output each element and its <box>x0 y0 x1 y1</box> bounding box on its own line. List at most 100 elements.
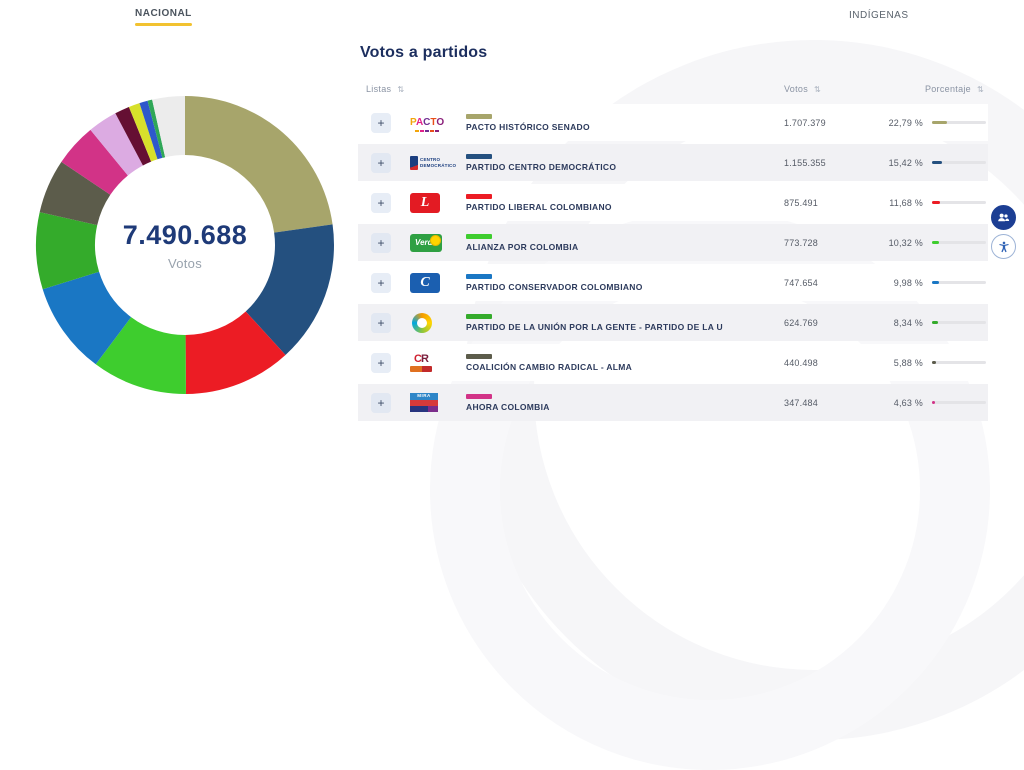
party-logo: PACTO <box>404 104 466 141</box>
expand-row-button[interactable]: + <box>371 352 391 373</box>
expand-row-button[interactable]: + <box>371 272 391 293</box>
donut-segment[interactable] <box>139 100 163 160</box>
donut-segment[interactable] <box>128 103 158 162</box>
donut-segment[interactable] <box>39 161 111 226</box>
party-logo: CR <box>404 344 466 381</box>
tab-indigenas[interactable]: INDÍGENAS <box>849 10 909 21</box>
party-percentage: 10,32 % <box>888 237 923 248</box>
expand-row-button[interactable]: + <box>371 232 391 253</box>
party-color-swatch <box>466 153 492 159</box>
logo-part <box>417 317 427 328</box>
percentage-bar-fill <box>932 281 939 284</box>
party-percentage: 15,42 % <box>888 157 923 168</box>
logo-part: C <box>423 117 431 128</box>
party-name: PARTIDO LIBERAL COLOMBIANO <box>466 201 612 212</box>
votes-donut-chart: 7.490.688 Votos <box>32 92 338 398</box>
party-logo <box>404 304 466 341</box>
table-row: + PACTO PACTO HISTÓRICO SENADO 1.707.379… <box>358 104 988 141</box>
logo-part: PACTO <box>410 113 444 132</box>
party-logo: Verde <box>404 224 466 261</box>
party-color-swatch <box>466 313 492 319</box>
party-color-swatch <box>466 393 492 399</box>
party-percentage: 8,34 % <box>893 317 923 328</box>
party-votes: 1.707.379 <box>784 117 826 128</box>
donut-segment[interactable] <box>147 99 166 158</box>
logo-part <box>410 400 438 406</box>
accessibility-button[interactable] <box>991 234 1016 259</box>
donut-segment[interactable] <box>95 317 186 395</box>
support-chat-button[interactable] <box>991 205 1016 230</box>
donut-segment[interactable] <box>42 271 132 365</box>
party-logo: CENTRO DEMOCRÁTICO <box>404 144 466 181</box>
party-votes: 875.491 <box>784 197 818 208</box>
party-color-swatch <box>466 233 492 239</box>
table-row: + C PARTIDO CONSERVADOR COLOMBIANO 747.6… <box>358 264 988 301</box>
percentage-bar-fill <box>932 241 939 244</box>
donut-segment[interactable] <box>90 113 143 176</box>
party-color-swatch <box>466 193 492 199</box>
accessibility-icon <box>998 241 1009 252</box>
logo-part <box>412 312 432 333</box>
logo-part <box>430 130 435 132</box>
party-name: PARTIDO DE LA UNIÓN POR LA GENTE - PARTI… <box>466 321 723 332</box>
party-logo: MIRA <box>404 384 466 421</box>
logo-part: MIRA <box>410 393 438 400</box>
expand-row-button[interactable]: + <box>371 392 391 413</box>
percentage-bar-fill <box>932 401 936 404</box>
page-title: Votos a partidos <box>360 44 488 61</box>
party-percentage: 5,88 % <box>893 357 923 368</box>
logo-part <box>410 365 432 372</box>
table-row: + CENTRO DEMOCRÁTICO PARTIDO CENTRO DEMOC… <box>358 144 988 181</box>
percentage-bar <box>932 121 986 124</box>
percentage-bar <box>932 361 986 364</box>
logo-part <box>410 406 438 412</box>
logo-part: T <box>430 117 437 128</box>
donut-segment[interactable] <box>115 106 152 166</box>
logo-part: CENTRO DEMOCRÁTICO <box>420 157 457 168</box>
tab-nacional[interactable]: NACIONAL <box>135 8 192 26</box>
donut-svg <box>35 96 334 395</box>
party-name: PARTIDO CENTRO DEMOCRÁTICO <box>466 161 617 172</box>
sort-porcentaje-icon[interactable]: ⇅ <box>976 84 984 94</box>
party-votes: 624.769 <box>784 317 818 328</box>
donut-segment[interactable] <box>61 129 128 195</box>
logo-part <box>425 130 430 132</box>
expand-row-button[interactable]: + <box>371 312 391 333</box>
party-color-swatch <box>466 113 492 119</box>
party-percentage: 11,68 % <box>889 197 923 208</box>
donut-segment[interactable] <box>245 224 334 355</box>
party-color-swatch <box>466 353 492 359</box>
donut-segment[interactable] <box>152 96 185 158</box>
party-votes: 347.484 <box>784 397 818 408</box>
table-row: + MIRA AHORA COLOMBIA 347.484 4,63 % <box>358 384 988 421</box>
table-body: + PACTO PACTO HISTÓRICO SENADO 1.707.379… <box>358 104 988 421</box>
logo-part: CR <box>410 353 432 372</box>
expand-row-button[interactable]: + <box>371 152 391 173</box>
table-row: + Verde ALIANZA POR COLOMBIA 773.728 10,… <box>358 224 988 261</box>
percentage-bar-fill <box>932 321 938 324</box>
percentage-bar <box>932 201 986 204</box>
expand-row-button[interactable]: + <box>371 192 391 213</box>
donut-segment[interactable] <box>185 311 286 394</box>
logo-part: Verde <box>415 238 437 247</box>
party-percentage: 9,98 % <box>893 277 923 288</box>
expand-row-button[interactable]: + <box>371 112 391 133</box>
donut-segment[interactable] <box>35 212 100 290</box>
table-row: + PARTIDO DE LA UNIÓN POR LA GENTE - PAR… <box>358 304 988 341</box>
percentage-bar <box>932 241 986 244</box>
logo-part <box>410 155 418 170</box>
party-name: AHORA COLOMBIA <box>466 401 550 412</box>
donut-segment[interactable] <box>185 96 333 233</box>
floating-buttons <box>991 205 1016 259</box>
people-icon <box>998 213 1010 222</box>
logo-part: L <box>410 192 440 213</box>
sort-votos-icon[interactable]: ⇅ <box>814 84 822 94</box>
party-color-swatch <box>466 273 492 279</box>
column-porcentaje-label: Porcentaje <box>924 84 971 94</box>
table-header: Listas ⇅ Votos ⇅ Porcentaje ⇅ <box>358 78 988 104</box>
logo-part: PACTO <box>410 113 444 129</box>
sort-listas-icon[interactable]: ⇅ <box>397 84 405 94</box>
percentage-bar <box>932 321 986 324</box>
logo-part <box>410 311 434 335</box>
table-row: + L PARTIDO LIBERAL COLOMBIANO 875.491 1… <box>358 184 988 221</box>
